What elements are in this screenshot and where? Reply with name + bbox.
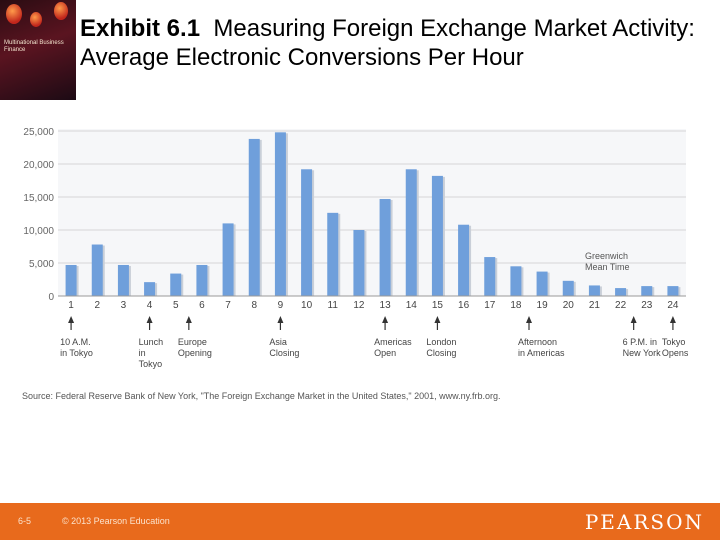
gmt-axis-note: Mean Time <box>585 262 630 272</box>
bar <box>248 138 260 296</box>
y-tick-label: 0 <box>48 292 54 303</box>
bar <box>484 257 496 296</box>
annotation-arrow-head <box>185 316 192 323</box>
annotation-label: Lunch <box>139 337 164 347</box>
bar <box>196 264 208 296</box>
pearson-logo: PEARSON <box>584 510 704 534</box>
x-tick-label: 11 <box>328 300 339 311</box>
exhibit-number: Exhibit 6.1 <box>80 15 201 42</box>
annotation-label: Tokyo <box>662 337 686 347</box>
x-tick-label: 16 <box>458 300 470 311</box>
annotation-arrow-head <box>630 316 637 323</box>
bar <box>641 286 653 296</box>
bar <box>170 273 182 296</box>
bar <box>144 282 156 296</box>
annotation-label: New York <box>623 348 662 358</box>
plot-area <box>58 129 686 296</box>
annotation-arrow-head <box>669 316 676 323</box>
x-tick-label: 23 <box>641 300 653 311</box>
footer-bar: 6-5 © 2013 Pearson Education PEARSON <box>0 503 720 540</box>
bar <box>562 280 574 296</box>
bar <box>91 244 103 296</box>
x-tick-label: 7 <box>225 300 231 311</box>
x-tick-label: 15 <box>432 300 444 311</box>
bar <box>405 169 417 296</box>
bar <box>510 266 522 296</box>
annotation-arrow-head <box>382 316 389 323</box>
x-tick-label: 17 <box>484 300 496 311</box>
exhibit-title: Measuring Foreign Exchange Market Activi… <box>80 15 695 71</box>
bar <box>536 271 548 296</box>
y-tick-label: 15,000 <box>23 193 54 204</box>
annotation-label: Closing <box>426 348 456 358</box>
x-tick-label: 24 <box>667 300 679 311</box>
y-tick-label: 10,000 <box>23 226 54 237</box>
x-tick-label: 9 <box>278 300 284 311</box>
bar <box>667 286 679 296</box>
x-tick-label: 6 <box>199 300 205 311</box>
x-tick-label: 13 <box>380 300 392 311</box>
bar <box>588 285 600 296</box>
x-tick-label: 8 <box>251 300 257 311</box>
x-tick-label: 19 <box>537 300 549 311</box>
bar <box>431 175 443 296</box>
annotation-arrow-head <box>68 316 75 323</box>
copyright-text: © 2013 Pearson Education <box>62 516 170 526</box>
annotation-label: Open <box>374 348 396 358</box>
annotation-label: Europe <box>178 337 207 347</box>
x-tick-label: 5 <box>173 300 179 311</box>
bar <box>615 288 627 296</box>
annotation-label: Afternoon <box>518 337 557 347</box>
annotation-arrow-head <box>146 316 153 323</box>
y-tick-label: 5,000 <box>29 259 54 270</box>
lantern-icon <box>6 4 22 24</box>
annotation-label: 6 P.M. in <box>623 337 657 347</box>
annotation-label: Americas <box>374 337 412 347</box>
x-tick-label: 10 <box>301 300 313 311</box>
gmt-axis-note: Greenwich <box>585 251 628 261</box>
slide-title: Exhibit 6.1 Measuring Foreign Exchange M… <box>80 14 710 72</box>
annotation-label: Asia <box>269 337 287 347</box>
x-tick-label: 3 <box>121 300 127 311</box>
annotation-label: in <box>139 348 146 358</box>
annotation-label: Opens <box>662 348 689 358</box>
source-note: Source: Federal Reserve Bank of New York… <box>22 391 500 401</box>
annotation-arrow-head <box>526 316 532 323</box>
bar <box>353 230 365 296</box>
lantern-icon <box>54 2 68 20</box>
bar <box>222 223 234 296</box>
annotation-label: Closing <box>269 348 299 358</box>
annotation-label: Tokyo <box>139 359 163 369</box>
lantern-icon <box>30 12 42 27</box>
y-tick-label: 25,000 <box>23 127 54 138</box>
x-tick-label: 2 <box>94 300 100 311</box>
x-tick-label: 12 <box>353 300 365 311</box>
bar <box>65 264 77 296</box>
book-cover-thumbnail: Multinational Business Finance <box>0 0 76 100</box>
annotation-label: London <box>426 337 456 347</box>
bar <box>458 224 470 296</box>
annotation-arrow-head <box>434 316 441 323</box>
bar <box>379 198 391 296</box>
y-tick-label: 20,000 <box>23 160 54 171</box>
x-tick-label: 21 <box>589 300 601 311</box>
bar <box>301 169 313 296</box>
annotation-label: in Americas <box>518 348 565 358</box>
annotation-arrow-head <box>277 316 284 323</box>
annotation-label: 10 A.M. <box>60 337 91 347</box>
x-tick-label: 4 <box>147 300 153 311</box>
book-cover-title: Multinational Business Finance <box>4 40 64 53</box>
annotation-label: Opening <box>178 348 212 358</box>
x-tick-label: 18 <box>510 300 522 311</box>
bar <box>327 212 339 296</box>
x-tick-label: 22 <box>615 300 627 311</box>
bar <box>117 264 129 296</box>
x-tick-label: 14 <box>406 300 418 311</box>
page-number: 6-5 <box>18 516 32 526</box>
x-tick-label: 20 <box>563 300 575 311</box>
bar <box>274 132 286 296</box>
x-tick-label: 1 <box>68 300 74 311</box>
annotation-label: in Tokyo <box>60 348 93 358</box>
